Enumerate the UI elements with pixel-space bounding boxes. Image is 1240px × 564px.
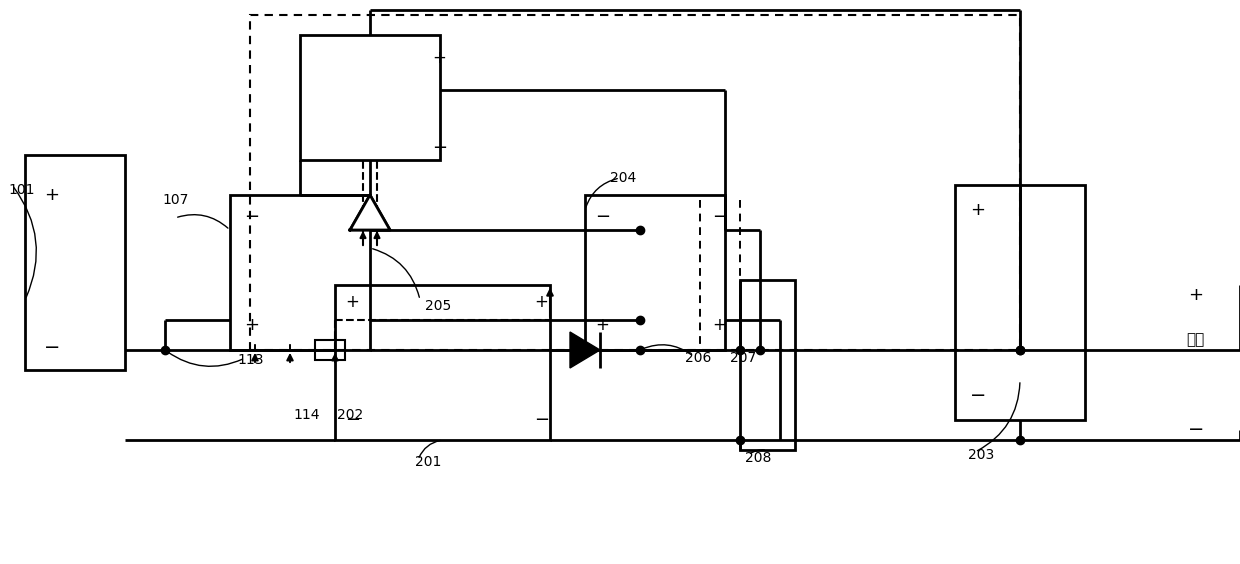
- Text: 207: 207: [730, 351, 756, 365]
- Text: −: −: [345, 411, 360, 429]
- Text: 203: 203: [968, 448, 994, 462]
- Text: +: +: [244, 316, 259, 334]
- Text: −: −: [534, 411, 549, 429]
- Text: 208: 208: [745, 451, 771, 465]
- Polygon shape: [570, 332, 600, 368]
- Bar: [955, 185, 1085, 420]
- Text: +: +: [595, 316, 609, 334]
- Text: +: +: [534, 293, 548, 311]
- Text: 107: 107: [162, 193, 188, 207]
- Text: 负载: 负载: [1185, 333, 1204, 347]
- Text: 201: 201: [415, 455, 441, 469]
- Bar: [585, 195, 725, 350]
- Text: +: +: [712, 316, 725, 334]
- Text: 204: 204: [610, 171, 636, 185]
- Text: 202: 202: [337, 408, 363, 422]
- Bar: [300, 35, 440, 160]
- Bar: [315, 340, 345, 360]
- Text: 101: 101: [7, 183, 35, 197]
- Text: −: −: [1188, 421, 1204, 439]
- Text: 206: 206: [684, 351, 712, 365]
- Text: +: +: [345, 293, 358, 311]
- Text: +: +: [970, 201, 985, 219]
- Polygon shape: [350, 195, 391, 230]
- Text: −: −: [712, 208, 727, 226]
- Text: +: +: [45, 186, 60, 204]
- Bar: [229, 195, 370, 350]
- Text: −: −: [595, 208, 610, 226]
- Text: +: +: [432, 49, 446, 67]
- Bar: [25, 155, 125, 370]
- Bar: [250, 15, 1021, 350]
- Text: 205: 205: [425, 299, 451, 313]
- Text: −: −: [244, 208, 259, 226]
- Bar: [335, 285, 551, 440]
- Text: 114: 114: [293, 408, 320, 422]
- Text: −: −: [432, 139, 448, 157]
- Text: −: −: [43, 337, 61, 356]
- Text: −: −: [970, 386, 986, 404]
- Text: 113: 113: [237, 353, 263, 367]
- Bar: [740, 280, 795, 450]
- Text: +: +: [1188, 286, 1204, 304]
